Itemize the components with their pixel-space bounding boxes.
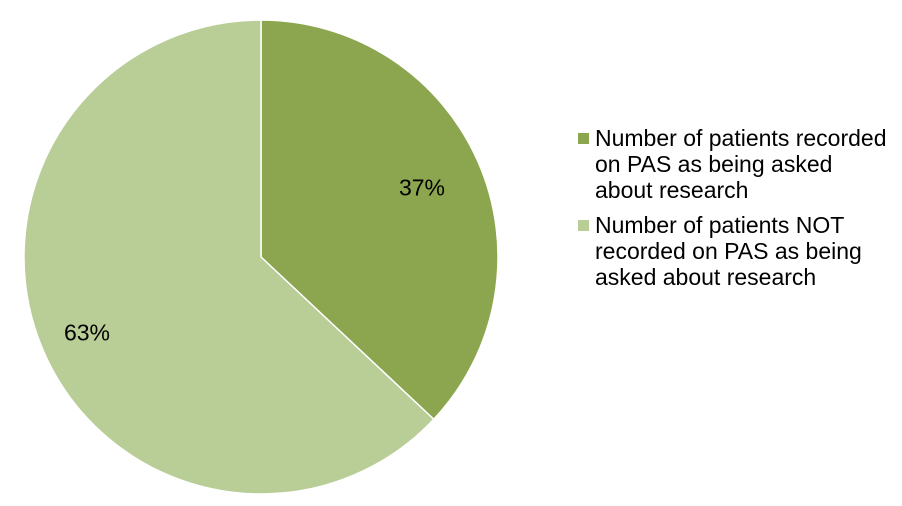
legend: Number of patients recorded on PAS as be…: [578, 125, 896, 299]
legend-swatch-not-recorded: [578, 220, 589, 231]
legend-swatch-recorded: [578, 133, 589, 144]
slice-labels: 37% 63%: [64, 174, 445, 345]
slice-label-recorded: 37%: [399, 174, 445, 200]
legend-item-recorded[interactable]: Number of patients recorded on PAS as be…: [578, 125, 896, 203]
pie-slice-recorded[interactable]: [260, 19, 499, 420]
pie-slice-not-recorded[interactable]: [23, 19, 435, 495]
legend-label-not-recorded: Number of patients NOT recorded on PAS a…: [595, 212, 862, 290]
legend-label-recorded: Number of patients recorded on PAS as be…: [595, 125, 887, 203]
slice-label-not-recorded: 63%: [64, 319, 110, 345]
pie-slices: [23, 19, 499, 495]
legend-item-not-recorded[interactable]: Number of patients NOT recorded on PAS a…: [578, 212, 896, 290]
